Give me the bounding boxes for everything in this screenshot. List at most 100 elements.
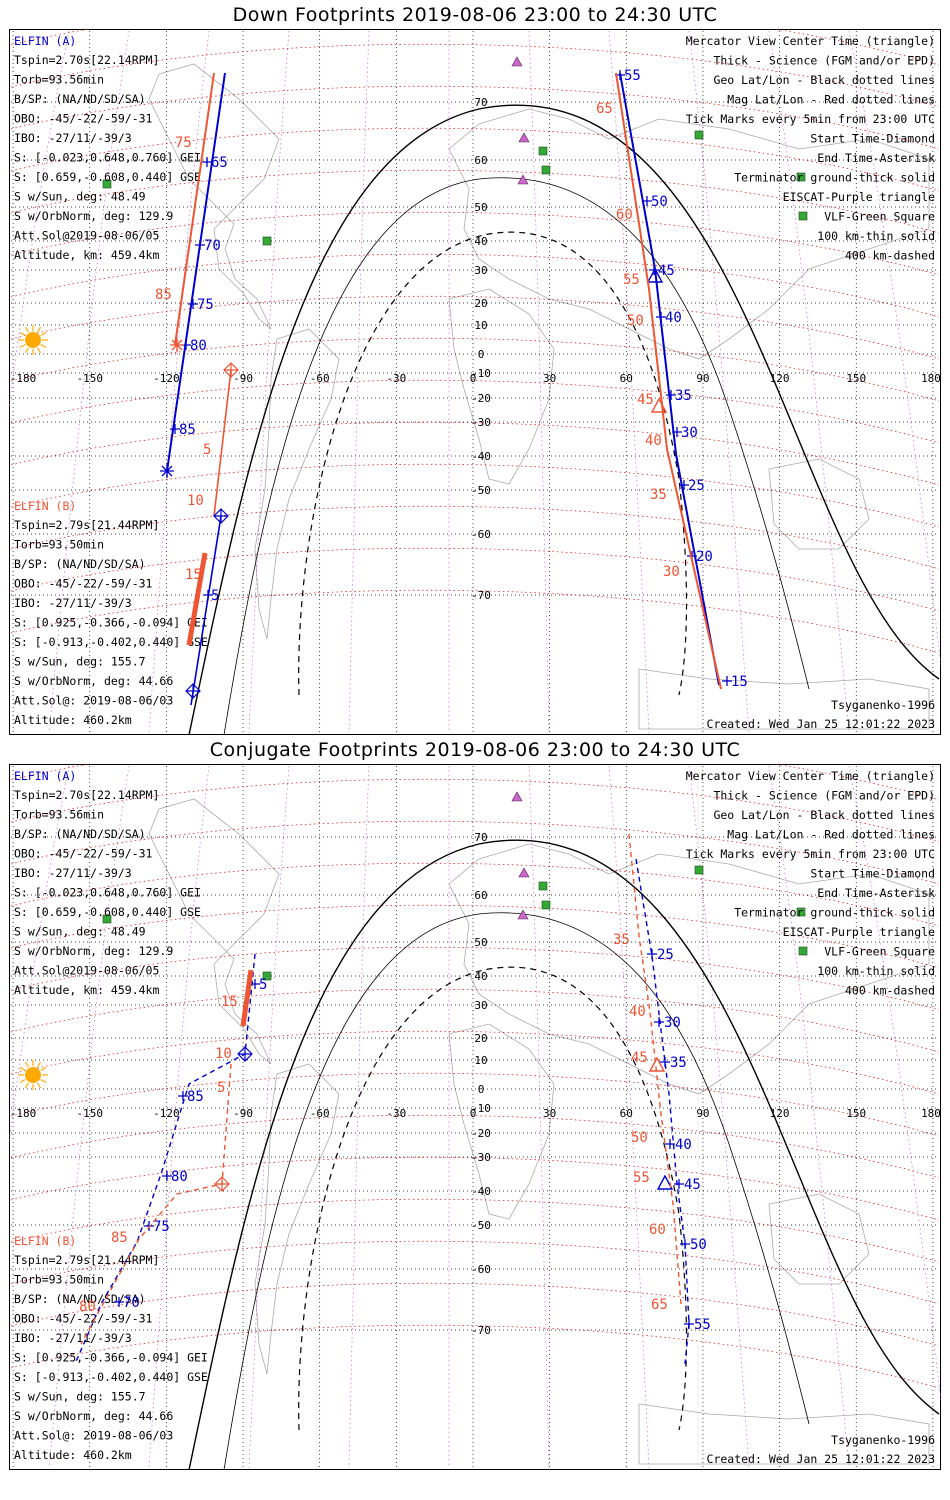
sun-icon — [18, 1060, 48, 1090]
elfin-a-conj-tick-label: 35 — [670, 1055, 687, 1071]
lat-tick-label: 50 — [474, 201, 487, 214]
mag-meridian — [608, 765, 650, 1469]
lon-tick-label: -90 — [233, 372, 253, 385]
track-tick-mark — [660, 1057, 670, 1067]
map-down-footprints[interactable]: -180 -150 -120 -90 -60 -30 0 30 60 90 120 150 180706… — [9, 29, 941, 735]
elfin-a-param: Tspin=2.70s[22.14RPM] — [14, 53, 159, 67]
lon-tick-label: -180 — [10, 1107, 37, 1120]
elfin-b-info: ELFIN (B) Tspin=2.79s[21.44RPM] Torb=93.50… — [14, 1234, 208, 1462]
elfin-b-param: B/SP: (NA/ND/SD/SA) — [14, 557, 146, 571]
track-tick-mark — [195, 240, 205, 250]
mag-meridian — [348, 30, 370, 734]
elfin-a-conj-tick-label: 80 — [171, 1169, 188, 1185]
elfin-b-tick-label: 30 — [663, 564, 680, 580]
elfin-a-conj-tick-label: 45 — [684, 1177, 701, 1193]
start-diamond-icon — [223, 362, 239, 378]
map-conjugate-footprints[interactable]: -180 -150 -120 -90 -60 -30 0 30 60 90 120 150 180706… — [9, 764, 941, 1470]
track-tick-mark — [170, 424, 180, 434]
elfin-a-param: Tspin=2.70s[22.14RPM] — [14, 788, 159, 802]
legend-entry: 100 km-thin solid — [817, 964, 935, 978]
mag-parallel — [10, 1282, 940, 1347]
lat-tick-label: 0 — [478, 348, 485, 361]
elfin-b-conj-tick-label: 45 — [631, 1050, 648, 1066]
elfin-b-tick-label: 10 — [187, 493, 204, 509]
panel-title-down: Down Footprints 2019-08-06 23:00 to 24:3… — [232, 4, 718, 26]
vlf-square-icon — [538, 146, 548, 156]
eiscat-triangle-icon — [511, 56, 523, 67]
elfin-b-name: ELFIN (B) — [14, 1234, 76, 1248]
mag-parallel — [10, 505, 940, 570]
vlf-square-icon — [694, 865, 704, 875]
sun-ray — [24, 326, 30, 333]
elfin-a-param: Torb=93.56min — [14, 73, 104, 87]
elfin-b-param: S w/Sun, deg: 155.7 — [14, 1390, 146, 1404]
elfin-a-tick-label: 25 — [688, 478, 705, 494]
elfin-b-conj-tick-label: 40 — [629, 1004, 646, 1020]
terminator-ground — [188, 839, 940, 1470]
legend-entry: Tick Marks every 5min from 23:00 UTC — [686, 112, 935, 126]
sun-icon — [18, 325, 48, 355]
elfin-a-tick-label: 80 — [190, 338, 207, 354]
lon-tick-label: -60 — [310, 1107, 330, 1120]
lat-tick-label: -30 — [471, 1151, 491, 1164]
elfin-b-param: S: [0.925,-0.366,-0.094] GEI — [14, 616, 208, 630]
start-diamond-icon — [237, 1046, 253, 1062]
elfin-a-param: B/SP: (NA/ND/SD/SA) — [14, 827, 146, 841]
elfin-a-conj-tick-label: 25 — [657, 947, 674, 963]
elfin-a-param: IBO: -27/11/-39/3 — [14, 866, 132, 880]
lat-tick-label: 60 — [474, 154, 487, 167]
coastline — [448, 108, 930, 360]
lat-tick-label: 20 — [474, 1032, 487, 1045]
coastline — [448, 843, 930, 1095]
sun-ray — [40, 343, 47, 349]
sun-ray — [36, 347, 42, 354]
lon-tick-label: -60 — [310, 372, 330, 385]
legend-entry: Tick Marks every 5min from 23:00 UTC — [686, 847, 935, 861]
legend-entry: Mag Lat/Lon - Red dotted lines — [727, 828, 935, 842]
sun-ray — [24, 1082, 30, 1089]
elfin-a-param: Torb=93.56min — [14, 808, 104, 822]
mag-parallel — [10, 1114, 940, 1179]
lat-tick-label: -50 — [471, 1219, 491, 1232]
elfin-b-conj-tick-label: 85 — [111, 1230, 128, 1246]
track-tick-mark — [250, 979, 260, 989]
lon-tick-label: -120 — [153, 372, 180, 385]
legend-entry: EISCAT-Purple triangle — [783, 925, 935, 939]
mag-parallel — [10, 295, 940, 360]
terminator-ground — [188, 104, 940, 735]
elfin-a-param: Altitude, km: 459.4km — [14, 983, 159, 997]
model-label: Tsyganenko-1996 — [831, 1433, 935, 1447]
lon-tick-label: 150 — [846, 1107, 866, 1120]
elfin-b-param: OBO: -45/-22/-59/-31 — [14, 1312, 153, 1326]
end-asterisk-icon — [160, 464, 174, 478]
mag-parallel — [10, 1156, 940, 1221]
legend-entry: Terminator ground-thick solid — [734, 906, 935, 920]
lat-tick-label: -70 — [471, 1324, 491, 1337]
coastline — [254, 328, 340, 640]
sun-disk — [25, 332, 41, 348]
track-tick-mark — [722, 676, 732, 686]
legend-entry: EISCAT-Purple triangle — [783, 190, 935, 204]
eiscat-triangle-icon — [511, 791, 523, 802]
mag-meridian — [248, 30, 290, 734]
mag-parallel — [10, 778, 940, 843]
lat-tick-label: -30 — [471, 416, 491, 429]
elfin-b-science-segment — [186, 552, 208, 646]
legend-entry: Start Time-Diamond — [810, 867, 935, 881]
track-tick-mark — [162, 1171, 172, 1181]
legend-entry: Thick - Science (FGM and/or EPD) — [713, 789, 935, 803]
terminator-400km — [298, 966, 688, 1431]
elfin-b-param: S w/OrbNorm, deg: 44.66 — [14, 674, 173, 688]
eiscat-triangle-icon — [517, 174, 529, 185]
elfin-b-track-north — [174, 72, 215, 346]
elfin-b-tick-label: 60 — [616, 207, 633, 223]
eiscat-triangle-icon — [518, 867, 530, 878]
lon-tick-label: 180 — [921, 372, 941, 385]
lon-tick-label: 60 — [620, 372, 633, 385]
mag-meridian — [528, 765, 550, 1469]
elfin-b-param: S w/OrbNorm, deg: 44.66 — [14, 1409, 173, 1423]
elfin-b-conj-tick-label: 35 — [613, 932, 630, 948]
lat-tick-label: -40 — [471, 1185, 491, 1198]
elfin-a-conj-tick-label: 75 — [153, 1219, 170, 1235]
vlf-square-icon — [798, 211, 808, 221]
